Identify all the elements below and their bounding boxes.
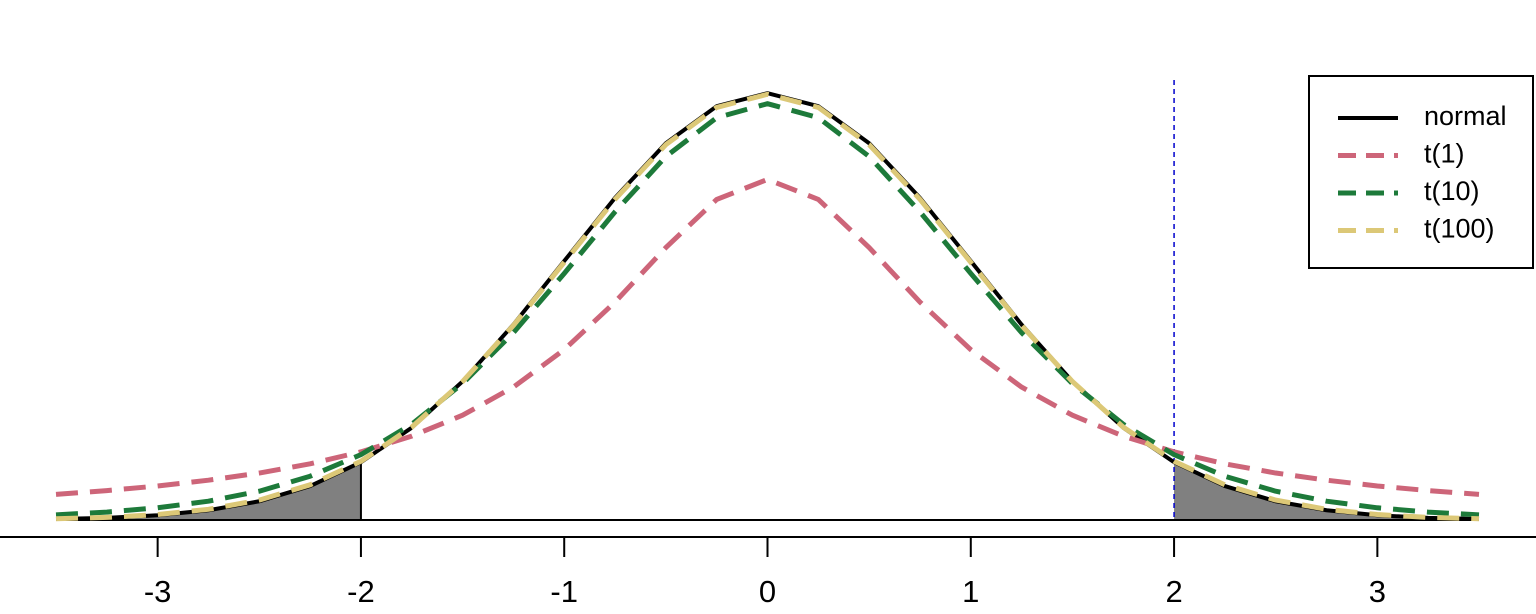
shaded-tail-right <box>1174 462 1479 520</box>
shaded-tail-left <box>56 462 361 520</box>
density-curve <box>55 176 1480 497</box>
x-tick-label: -2 <box>347 574 375 609</box>
x-tick-label: 1 <box>962 574 979 609</box>
legend-label: t(100) <box>1424 214 1495 244</box>
legend-label: normal <box>1424 101 1507 131</box>
x-tick-label: -3 <box>144 574 172 609</box>
x-tick-label: 2 <box>1165 574 1182 609</box>
density-curve <box>55 91 1480 522</box>
density-curve <box>55 101 1480 518</box>
x-tick-label: 0 <box>759 574 776 609</box>
x-tick-label: 3 <box>1369 574 1386 609</box>
legend-label: t(10) <box>1424 176 1480 206</box>
x-tick-label: -1 <box>550 574 578 609</box>
legend-box <box>1308 75 1534 269</box>
density-curve <box>55 91 1480 522</box>
legend-label: t(1) <box>1424 139 1465 169</box>
